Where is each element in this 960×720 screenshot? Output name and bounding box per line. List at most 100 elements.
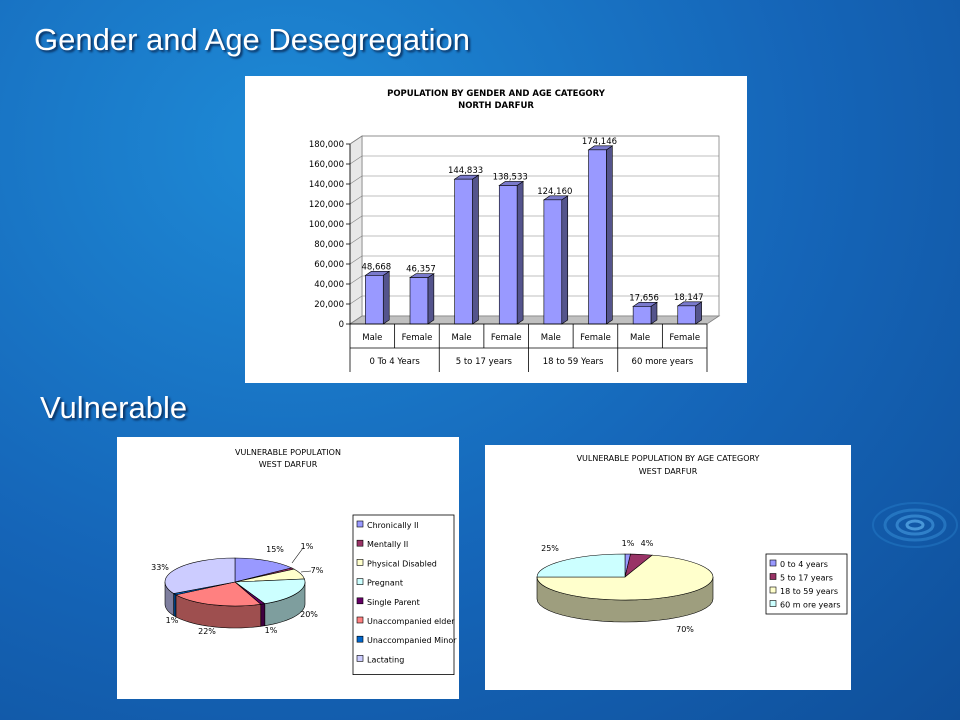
category-label: Male <box>362 333 382 343</box>
bar-chart-title: POPULATION BY GENDER AND AGE CATEGORY <box>387 89 606 99</box>
bar-gridline-diag <box>349 275 363 285</box>
pie-slice-side <box>260 603 266 627</box>
bar <box>365 275 384 325</box>
bar <box>454 178 473 325</box>
bar-value-label: 144,833 <box>448 166 483 176</box>
legend-label: Unaccompanied elder <box>367 617 455 626</box>
legend-swatch <box>356 655 364 662</box>
bar-value-label: 138,533 <box>493 172 528 182</box>
pie-pct-label: 1% <box>301 542 314 551</box>
pie-pct-label: 25% <box>541 544 559 553</box>
bar-side <box>561 195 569 325</box>
bar-gridline-diag <box>349 195 363 205</box>
category-label: Female <box>580 333 611 343</box>
bar-ytick-label: 180,000 <box>309 140 344 150</box>
legend-label: Mentally Il <box>367 540 408 549</box>
bar-value-label: 174,146 <box>582 137 617 147</box>
legend-swatch <box>356 559 364 566</box>
pie-pct-label: 1% <box>622 539 635 548</box>
bar-side <box>516 180 524 325</box>
legend-swatch <box>769 573 777 580</box>
legend-label: Physical Disabled <box>367 559 437 568</box>
legend-swatch <box>356 616 364 624</box>
bar-ytick-label: 0 <box>339 320 344 330</box>
legend-label: Chronically Il <box>367 521 419 530</box>
category-label: Male <box>541 333 561 343</box>
bar-ytick-label: 140,000 <box>309 180 344 190</box>
pie-pct-label: 1% <box>166 616 179 625</box>
bar-ytick-label: 20,000 <box>314 300 344 310</box>
bar <box>409 277 429 325</box>
age-pie-panel: VULNERABLE POPULATION BY AGE CATEGORY WES… <box>485 445 851 690</box>
pie-pct-label: 1% <box>265 626 278 635</box>
pie1-leader-line <box>300 570 312 573</box>
group-label: 5 to 17 years <box>456 357 513 367</box>
legend-swatch <box>356 578 364 585</box>
pie-pct-label: 4% <box>641 539 654 548</box>
bar-gridline-diag <box>349 215 363 225</box>
pie2-title: VULNERABLE POPULATION BY AGE CATEGORY <box>577 454 760 463</box>
pie1-leader-line <box>291 547 304 564</box>
bar-gridline-diag <box>349 135 363 145</box>
legend-label: 18 to 59 years <box>780 587 838 596</box>
ripple-decoration <box>872 502 958 548</box>
pie-legend <box>352 514 455 676</box>
pie-pct-label: 7% <box>311 566 324 575</box>
bar <box>677 305 696 325</box>
pie-slice-side <box>173 593 177 618</box>
legend-label: 5 to 17 years <box>780 574 833 583</box>
group-label: 0 To 4 Years <box>369 357 420 367</box>
bar <box>498 185 518 325</box>
bar-value-label: 18,147 <box>674 293 704 303</box>
legend-label: Pregnant <box>367 579 403 588</box>
section-title: Vulnerable <box>40 390 188 425</box>
pie-pct-label: 70% <box>676 625 694 634</box>
legend-swatch <box>356 520 364 528</box>
bar-chart: POPULATION BY GENDER AND AGE CATEGORY NOR… <box>309 89 721 372</box>
category-label: Male <box>630 333 650 343</box>
category-label: Female <box>491 333 522 343</box>
bar-ytick-label: 60,000 <box>314 260 344 270</box>
group-label: 18 to 59 Years <box>543 357 604 367</box>
pie-slice <box>175 581 262 607</box>
pie-slice <box>234 557 293 583</box>
bar-gridline-diag <box>349 255 363 265</box>
vulnerable-pie-chart: VULNERABLE POPULATION WEST DARFUR 15% 1% 7% 2… <box>151 448 457 676</box>
legend-label: 60 m ore years <box>780 601 841 610</box>
bar-side <box>472 174 479 325</box>
bar-floor <box>348 315 721 325</box>
slide-title: Gender and Age Desegregation <box>34 22 471 57</box>
legend-label: Lactating <box>367 655 404 664</box>
age-pie-chart: VULNERABLE POPULATION BY AGE CATEGORY WES… <box>536 454 848 634</box>
legend-swatch <box>769 586 777 594</box>
pie-pct-label: 20% <box>300 610 318 619</box>
pie2-subtitle: WEST DARFUR <box>639 467 698 476</box>
category-label: Female <box>669 333 700 343</box>
bar-side <box>427 273 435 325</box>
bar-ytick-label: 160,000 <box>309 160 344 170</box>
bar-gridline-diag <box>349 295 363 305</box>
pie-slice <box>164 557 236 594</box>
bar-value-label: 17,656 <box>629 293 659 303</box>
bar-ytick-label: 80,000 <box>314 240 344 250</box>
bar-chart-panel: POPULATION BY GENDER AND AGE CATEGORY NOR… <box>245 76 747 383</box>
bar-side-wall <box>349 135 363 325</box>
bar-value-label: 124,160 <box>537 187 572 197</box>
bar-value-label: 46,357 <box>406 265 436 275</box>
bar-side <box>606 145 613 325</box>
legend-swatch <box>356 635 364 643</box>
legend-label: Single Parent <box>367 598 420 607</box>
pie-slice <box>234 578 306 605</box>
pie1-title: VULNERABLE POPULATION <box>235 448 341 457</box>
bar-ytick-label: 120,000 <box>309 200 344 210</box>
vulnerable-pie-panel: VULNERABLE POPULATION WEST DARFUR 15% 1% 7% 2… <box>117 437 459 699</box>
group-label: 60 more years <box>632 357 694 367</box>
legend-label: Unaccompanied Minor <box>367 636 457 645</box>
bar-side <box>382 270 390 325</box>
bar-ytick-label: 100,000 <box>309 220 344 230</box>
legend-swatch <box>356 597 364 605</box>
bar-gridline-diag <box>349 155 363 165</box>
legend-label: 0 to 4 years <box>780 560 828 569</box>
pie-slice <box>536 553 626 578</box>
bar-gridline-diag <box>349 235 363 245</box>
